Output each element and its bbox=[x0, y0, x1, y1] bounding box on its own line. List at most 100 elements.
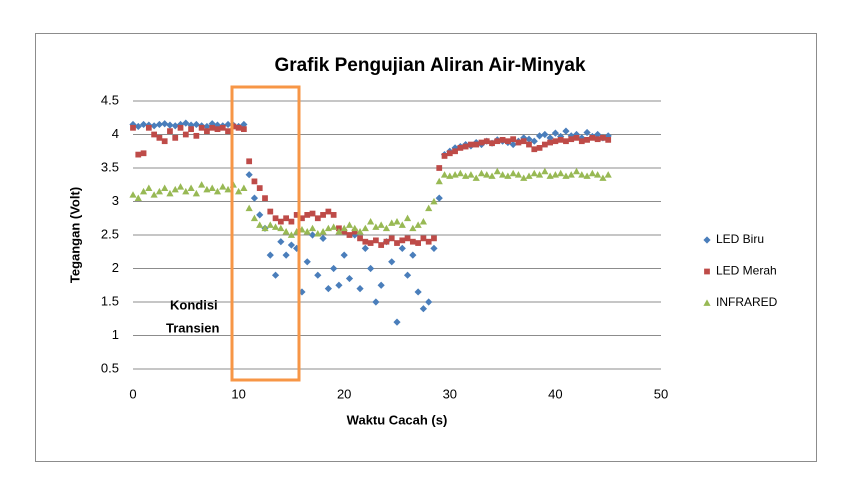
data-point bbox=[214, 126, 221, 133]
data-point bbox=[552, 138, 559, 145]
data-point bbox=[240, 184, 248, 191]
data-point bbox=[282, 251, 290, 259]
data-point bbox=[541, 167, 549, 175]
data-point bbox=[145, 124, 152, 131]
data-point bbox=[435, 177, 443, 185]
data-point bbox=[341, 228, 348, 235]
y-tick-label: 2.5 bbox=[101, 226, 119, 241]
data-point bbox=[346, 232, 353, 238]
data-point bbox=[298, 288, 306, 296]
data-point bbox=[171, 185, 179, 193]
data-point bbox=[209, 124, 216, 131]
data-point bbox=[419, 305, 427, 313]
data-point bbox=[557, 136, 564, 143]
data-point bbox=[245, 204, 253, 212]
data-point bbox=[583, 128, 591, 137]
data-point bbox=[399, 237, 406, 244]
data-point bbox=[462, 172, 470, 179]
data-point bbox=[203, 122, 211, 131]
data-point bbox=[520, 174, 528, 181]
legend-label: LED Biru bbox=[716, 232, 764, 246]
data-point bbox=[256, 185, 263, 191]
data-point bbox=[134, 194, 142, 202]
data-point bbox=[314, 215, 321, 222]
data-point bbox=[155, 187, 163, 195]
data-point bbox=[287, 241, 295, 249]
data-point bbox=[367, 264, 375, 273]
data-point bbox=[419, 218, 427, 225]
data-point bbox=[340, 224, 348, 232]
data-point bbox=[594, 171, 602, 178]
data-point bbox=[240, 120, 248, 129]
chart-title: Grafik Pengujian Aliran Air-Minyak bbox=[274, 55, 586, 76]
data-point bbox=[171, 122, 179, 130]
data-point bbox=[283, 215, 289, 222]
data-point bbox=[547, 139, 553, 146]
data-point bbox=[467, 171, 475, 178]
data-point bbox=[531, 146, 538, 153]
data-point bbox=[356, 228, 364, 235]
data-point bbox=[456, 169, 464, 177]
data-point bbox=[594, 136, 601, 143]
data-point bbox=[377, 281, 385, 289]
data-point bbox=[430, 244, 438, 252]
data-point bbox=[604, 171, 612, 178]
data-point bbox=[155, 120, 163, 129]
data-point bbox=[172, 134, 179, 141]
data-point bbox=[314, 271, 322, 279]
x-tick-label: 20 bbox=[337, 386, 351, 401]
data-point bbox=[262, 195, 268, 202]
data-point bbox=[430, 197, 438, 205]
data-point bbox=[446, 150, 453, 157]
data-point bbox=[330, 264, 338, 273]
data-point bbox=[246, 158, 253, 165]
data-point bbox=[505, 138, 511, 145]
data-point bbox=[166, 189, 174, 197]
data-point bbox=[267, 208, 274, 215]
data-point bbox=[509, 140, 517, 149]
data-point bbox=[224, 185, 232, 193]
data-point bbox=[372, 223, 380, 230]
y-tick-label: 3 bbox=[112, 193, 119, 208]
data-point bbox=[235, 187, 243, 195]
data-point bbox=[198, 181, 206, 188]
data-point bbox=[303, 258, 311, 266]
data-point bbox=[535, 171, 544, 178]
data-point bbox=[176, 183, 185, 190]
legend-label: INFRARED bbox=[716, 295, 778, 309]
data-point bbox=[367, 240, 374, 246]
data-point bbox=[599, 174, 607, 181]
data-point bbox=[282, 228, 290, 235]
data-point bbox=[367, 218, 375, 225]
data-point bbox=[414, 288, 422, 296]
data-point bbox=[588, 169, 596, 177]
data-point bbox=[404, 235, 411, 242]
data-point bbox=[256, 211, 264, 219]
data-point bbox=[530, 169, 538, 177]
data-point bbox=[562, 127, 570, 135]
data-point bbox=[324, 285, 332, 293]
data-point bbox=[409, 251, 417, 259]
data-point bbox=[266, 251, 274, 259]
x-tick-label: 0 bbox=[129, 386, 136, 401]
data-point bbox=[573, 134, 580, 141]
data-point bbox=[177, 124, 184, 131]
data-point bbox=[536, 145, 543, 151]
data-point bbox=[161, 120, 169, 128]
x-axis-title: Waktu Cacah (s) bbox=[347, 412, 448, 427]
data-point bbox=[499, 171, 507, 178]
data-point bbox=[335, 228, 343, 235]
data-point bbox=[394, 240, 400, 246]
data-point bbox=[345, 274, 354, 283]
data-point bbox=[589, 134, 596, 141]
data-point bbox=[398, 244, 406, 252]
data-point bbox=[551, 129, 559, 137]
data-point bbox=[462, 143, 469, 150]
data-point bbox=[299, 215, 305, 222]
x-tick-label: 10 bbox=[231, 386, 245, 401]
data-point bbox=[208, 184, 216, 191]
data-point bbox=[382, 224, 391, 232]
data-point bbox=[398, 221, 406, 228]
data-point bbox=[541, 141, 548, 148]
data-point bbox=[436, 165, 443, 171]
